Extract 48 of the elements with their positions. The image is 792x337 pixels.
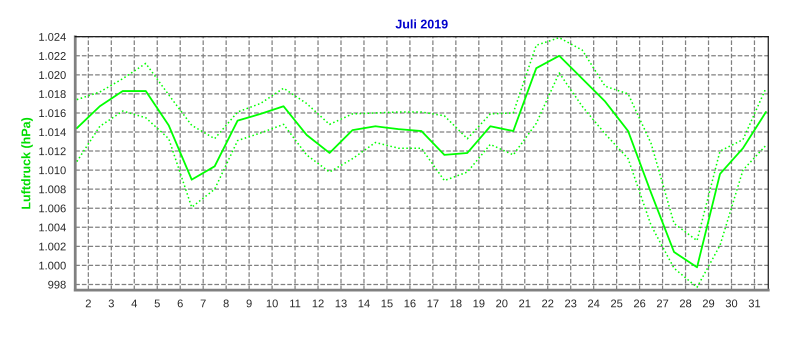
y-tick-label: 1.022 <box>39 52 66 60</box>
y-tick-label: 1.018 <box>39 90 66 98</box>
x-tick-label: 13 <box>336 299 347 308</box>
x-tick-label: 15 <box>382 300 393 308</box>
y-tick-label: 1.010 <box>39 166 66 174</box>
x-tick-label: 5 <box>154 300 160 308</box>
x-tick-label: 16 <box>404 299 416 308</box>
line-series <box>76 72 767 288</box>
chart-title: Juli 2019 <box>396 19 448 29</box>
y-tick-label: 1.008 <box>39 185 66 194</box>
x-tick-label: 12 <box>312 299 324 308</box>
x-tick-label: 17 <box>428 300 439 308</box>
y-tick-label: 1.014 <box>39 128 66 136</box>
x-tick-label: 9 <box>246 299 252 308</box>
y-tick-label: 1.000 <box>39 262 66 270</box>
y-tick-label: 1.012 <box>39 147 66 156</box>
x-tick-label: 6 <box>178 299 183 308</box>
x-tick-label: 24 <box>588 299 600 308</box>
x-tick-label: 11 <box>290 300 300 308</box>
y-tick-label: 1.020 <box>39 71 66 79</box>
x-tick-label: 19 <box>473 299 484 308</box>
x-tick-label: 10 <box>266 299 278 308</box>
y-tick-label: 998 <box>48 280 66 289</box>
x-tick-label: 8 <box>224 299 229 308</box>
y-tick-label: 1.024 <box>39 33 66 41</box>
x-tick-label: 3 <box>108 299 114 308</box>
x-tick-label: 30 <box>726 299 738 308</box>
x-tick-label: 14 <box>358 300 370 308</box>
x-tick-label: 22 <box>542 299 554 308</box>
x-tick-label: 23 <box>565 299 576 308</box>
x-tick-label: 29 <box>702 299 714 308</box>
x-tick-label: 27 <box>656 299 668 308</box>
x-tick-label: 21 <box>519 299 530 308</box>
x-tick-label: 4 <box>131 300 138 308</box>
y-axis-title: Luftdruck (hPa) <box>21 118 33 209</box>
x-tick-label: 20 <box>496 299 508 308</box>
x-tick-label: 25 <box>611 299 622 308</box>
x-tick-label: 2 <box>86 299 91 308</box>
x-tick-label: 26 <box>634 299 646 308</box>
x-tick-label: 28 <box>680 299 692 308</box>
line-series <box>76 54 767 268</box>
y-tick-label: 1.004 <box>39 224 66 232</box>
x-tick-label: 7 <box>200 300 206 308</box>
y-tick-label: 1.002 <box>39 242 66 250</box>
x-tick-label: 31 <box>748 299 760 308</box>
y-tick-label: 1.016 <box>39 109 66 118</box>
x-tick-label: 18 <box>450 299 462 308</box>
y-tick-label: 1.006 <box>39 204 66 212</box>
